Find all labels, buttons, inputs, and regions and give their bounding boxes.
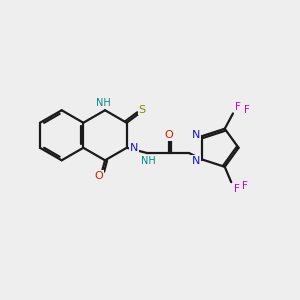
Text: F: F [242, 181, 248, 191]
Text: NH: NH [96, 98, 111, 108]
Text: F: F [244, 105, 250, 115]
Text: F: F [236, 102, 241, 112]
Text: N: N [192, 156, 200, 166]
Text: O: O [164, 130, 173, 140]
Text: N: N [130, 143, 138, 153]
Text: F: F [234, 184, 239, 194]
Text: NH: NH [141, 156, 156, 166]
Text: O: O [95, 171, 103, 181]
Text: N: N [192, 130, 200, 140]
Text: S: S [139, 104, 146, 115]
